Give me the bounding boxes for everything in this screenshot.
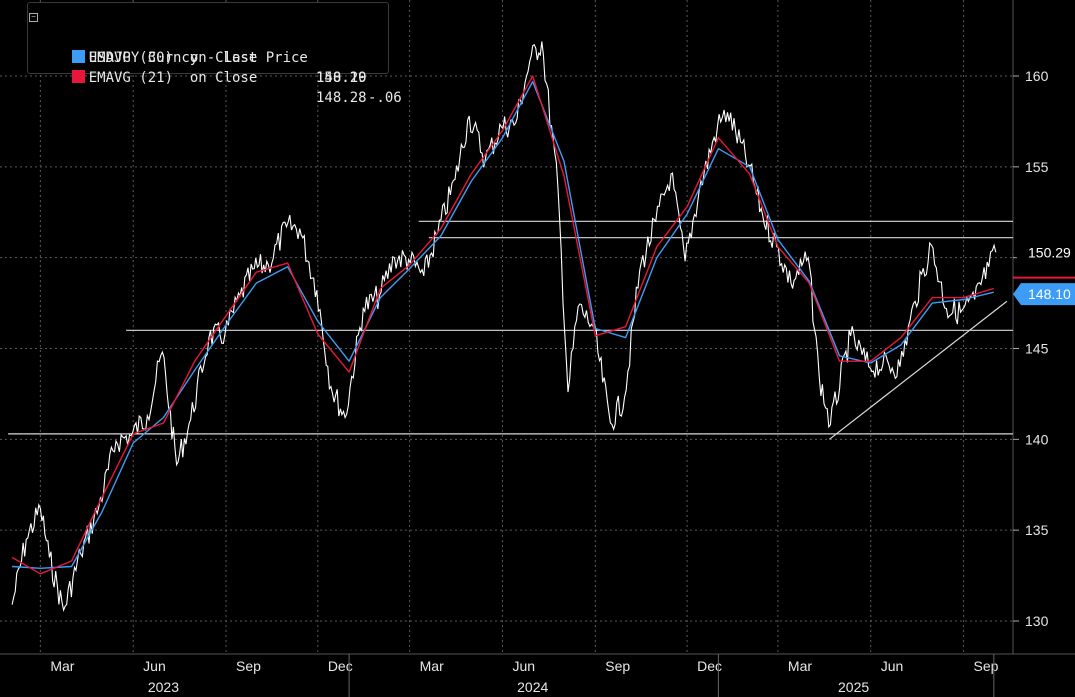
trendline (829, 300, 1008, 440)
y-tick-label: 155 (1025, 159, 1049, 175)
last-price-badge: 150.29 (1013, 241, 1075, 264)
y-tick-label: 145 (1025, 341, 1049, 357)
legend-label: USDJPY Curncy - Last Price (88, 50, 308, 66)
legend-item-ema30[interactable]: EMAVG (30) on Close 148.10 (38, 28, 367, 86)
x-tick-label: Sep (974, 658, 999, 674)
x-tick-label: Jun (881, 658, 904, 674)
legend-item-price[interactable]: − USDJPY Curncy - Last Price 150.29 -.06 (29, 8, 402, 106)
price-series-line (11, 41, 997, 613)
legend-label: EMAVG (30) on Close (88, 50, 258, 66)
x-tick-label: Mar (420, 658, 444, 674)
y-tick-label: 130 (1025, 613, 1049, 629)
collapse-icon[interactable]: − (29, 13, 38, 22)
legend-value: 148.28 (316, 90, 367, 106)
ema30-badge: 148.10 (1013, 283, 1075, 306)
ema30-badge-shape (1013, 283, 1075, 306)
x-year-label: 2024 (517, 679, 548, 695)
ema21-swatch-icon (71, 70, 85, 83)
legend-value: 150.29 (316, 70, 367, 86)
chart-legend: − USDJPY Curncy - Last Price 150.29 -.06… (27, 2, 402, 106)
legend-value: 148.10 (316, 70, 367, 86)
y-tick-label: 160 (1025, 68, 1049, 84)
x-year-label: 2025 (838, 679, 869, 695)
last-price-badge-shape (1013, 241, 1075, 264)
x-tick-label: Dec (328, 658, 353, 674)
x-tick-label: Mar (788, 658, 812, 674)
ema30-badge-text: 148.10 (1028, 286, 1071, 302)
legend-item-ema21[interactable]: EMAVG (21) on Close 148.28 (38, 48, 367, 106)
x-year-label: 2023 (148, 679, 179, 695)
x-tick-label: Sep (605, 658, 630, 674)
x-tick-label: Sep (236, 658, 261, 674)
series-group (11, 41, 997, 613)
y-tick-label: 140 (1025, 431, 1049, 447)
x-tick-label: Jun (512, 658, 535, 674)
y-tick-label: 135 (1025, 522, 1049, 538)
x-tick-label: Mar (50, 658, 74, 674)
ema30-swatch-icon (71, 50, 85, 63)
ema21-series-line (11, 75, 995, 575)
x-tick-label: Jun (143, 658, 166, 674)
legend-change: -.06 (368, 90, 402, 106)
x-tick-label: Dec (697, 658, 722, 674)
legend-label: EMAVG (21) on Close (88, 70, 258, 86)
last-price-badge-text: 150.29 (1028, 244, 1071, 260)
